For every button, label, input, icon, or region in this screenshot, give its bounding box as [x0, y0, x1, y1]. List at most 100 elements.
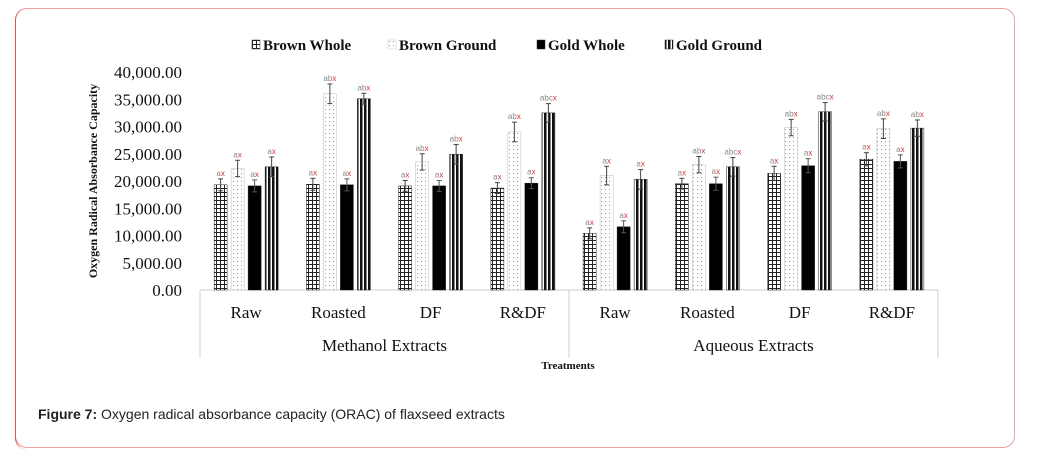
figure-frame: [14, 7, 1015, 450]
x-tick-label: Roasted: [680, 303, 735, 322]
y-tick-label: 30,000.00: [114, 118, 182, 137]
y-tick-label: 25,000.00: [114, 145, 182, 164]
legend-item: Gold Ground: [664, 38, 763, 54]
legend-swatch: [387, 39, 397, 50]
bar-brown-ground: [876, 128, 891, 291]
bar-brown-whole: [398, 185, 412, 291]
bar-gold-ground: [264, 166, 279, 291]
bar-gold-ground: [726, 166, 740, 291]
significance-label: ax: [309, 168, 317, 177]
bar-gold-ground: [910, 127, 925, 291]
significance-label: ax: [770, 156, 778, 165]
significance-label: abcx: [724, 148, 741, 157]
legend-swatch: [536, 39, 546, 50]
y-tick-label: 40,000.00: [114, 63, 182, 82]
significance-label: abx: [450, 134, 463, 143]
legend-item: Brown Whole: [251, 38, 352, 54]
bar-gold-ground: [357, 98, 371, 291]
y-tick-label: 5,000.00: [123, 254, 183, 273]
significance-label: ax: [527, 168, 535, 177]
bar-brown-whole: [859, 158, 874, 291]
y-tick-label: 15,000.00: [114, 199, 182, 218]
significance-label: ax: [343, 169, 351, 178]
bar-gold-whole: [616, 226, 631, 291]
y-tick-label: 0.00: [152, 281, 182, 300]
significance-label: abcx: [540, 94, 557, 103]
bar-brown-ground: [692, 164, 706, 291]
bar-gold-ground: [633, 179, 648, 291]
legend-item: Brown Ground: [387, 38, 497, 54]
significance-label: ax: [435, 170, 443, 179]
x-tick-label: R&DF: [869, 303, 915, 322]
significance-label: abx: [911, 110, 924, 119]
significance-label: ax: [602, 156, 610, 165]
legend-swatch: [664, 39, 674, 50]
y-tick-label: 20,000.00: [114, 172, 182, 191]
caption-text: Oxygen radical absorbance capacity (ORAC…: [97, 406, 505, 422]
bar-gold-whole: [524, 182, 539, 291]
x-axis-title: Treatments: [541, 360, 595, 372]
bar-gold-whole: [709, 183, 723, 291]
x-axis-labels: Raw Roasted DF R&DF Methanol Extracts Raw Roas…: [231, 303, 915, 355]
x-tick-label: R&DF: [500, 303, 546, 322]
significance-label: ax: [267, 147, 275, 156]
significance-label: abx: [508, 112, 521, 121]
significance-label: abx: [877, 109, 890, 118]
group-label: Methanol Extracts: [322, 336, 447, 355]
bar-brown-ground: [323, 93, 337, 291]
legend-label: Gold Whole: [548, 38, 625, 54]
bar-gold-ground: [818, 111, 832, 291]
x-tick-label: DF: [420, 303, 442, 322]
significance-label: ax: [804, 149, 812, 158]
significance-label: ax: [250, 170, 258, 179]
significance-label: ax: [712, 167, 720, 176]
bar-gold-whole: [432, 185, 446, 291]
significance-label: abx: [416, 144, 429, 153]
group-label: Aqueous Extracts: [693, 336, 813, 355]
legend-label: Gold Ground: [676, 38, 763, 54]
y-tick-label: 10,000.00: [114, 227, 182, 246]
significance-label: ax: [216, 169, 224, 178]
bar-brown-whole: [675, 183, 689, 291]
bar-gold-ground: [541, 112, 556, 291]
bar-gold-whole: [247, 185, 262, 291]
significance-label: abx: [785, 109, 798, 118]
significance-label: abx: [323, 74, 336, 83]
bar-gold-ground: [449, 154, 463, 291]
bar-gold-whole: [893, 161, 908, 291]
bar-brown-ground: [784, 127, 798, 291]
significance-label: abx: [692, 146, 705, 155]
figure-caption: Figure 7: Oxygen radical absorbance capa…: [38, 406, 505, 422]
legend-label: Brown Ground: [399, 38, 497, 54]
y-axis-label: Oxygen Radical Absorbance Capacity: [86, 84, 100, 278]
bar-brown-ground: [507, 131, 522, 291]
significance-label: ax: [862, 143, 870, 152]
significance-label: ax: [636, 160, 644, 169]
significance-label: abx: [357, 83, 370, 92]
bar-gold-whole: [340, 184, 354, 291]
significance-label: ax: [233, 150, 241, 159]
axes: [199, 289, 939, 358]
bar-brown-whole: [582, 233, 597, 291]
chart-legend: Brown Whole Brown Ground Gold Whole Gold Gr…: [251, 38, 763, 54]
x-tick-label: Raw: [600, 303, 632, 322]
x-tick-label: DF: [789, 303, 811, 322]
bars: ax ax ax ax ax ax ax ax ax abx abx abx ax abx abx abx ax…: [213, 74, 925, 291]
legend-label: Brown Whole: [263, 38, 352, 54]
significance-label: ax: [585, 218, 593, 227]
caption-label: Figure 7:: [38, 406, 98, 422]
bar-brown-ground: [599, 175, 614, 291]
bar-brown-ground: [230, 168, 245, 291]
bar-brown-whole: [767, 173, 781, 291]
bar-brown-whole: [490, 187, 505, 291]
significance-label: ax: [493, 173, 501, 182]
significance-label: ax: [896, 145, 904, 154]
significance-label: ax: [678, 168, 686, 177]
significance-label: abcx: [817, 93, 834, 102]
bar-brown-whole: [213, 184, 228, 291]
bar-gold-whole: [801, 165, 815, 291]
y-tick-label: 35,000.00: [114, 90, 182, 109]
x-tick-label: Roasted: [311, 303, 366, 322]
legend-swatch: [251, 39, 261, 50]
